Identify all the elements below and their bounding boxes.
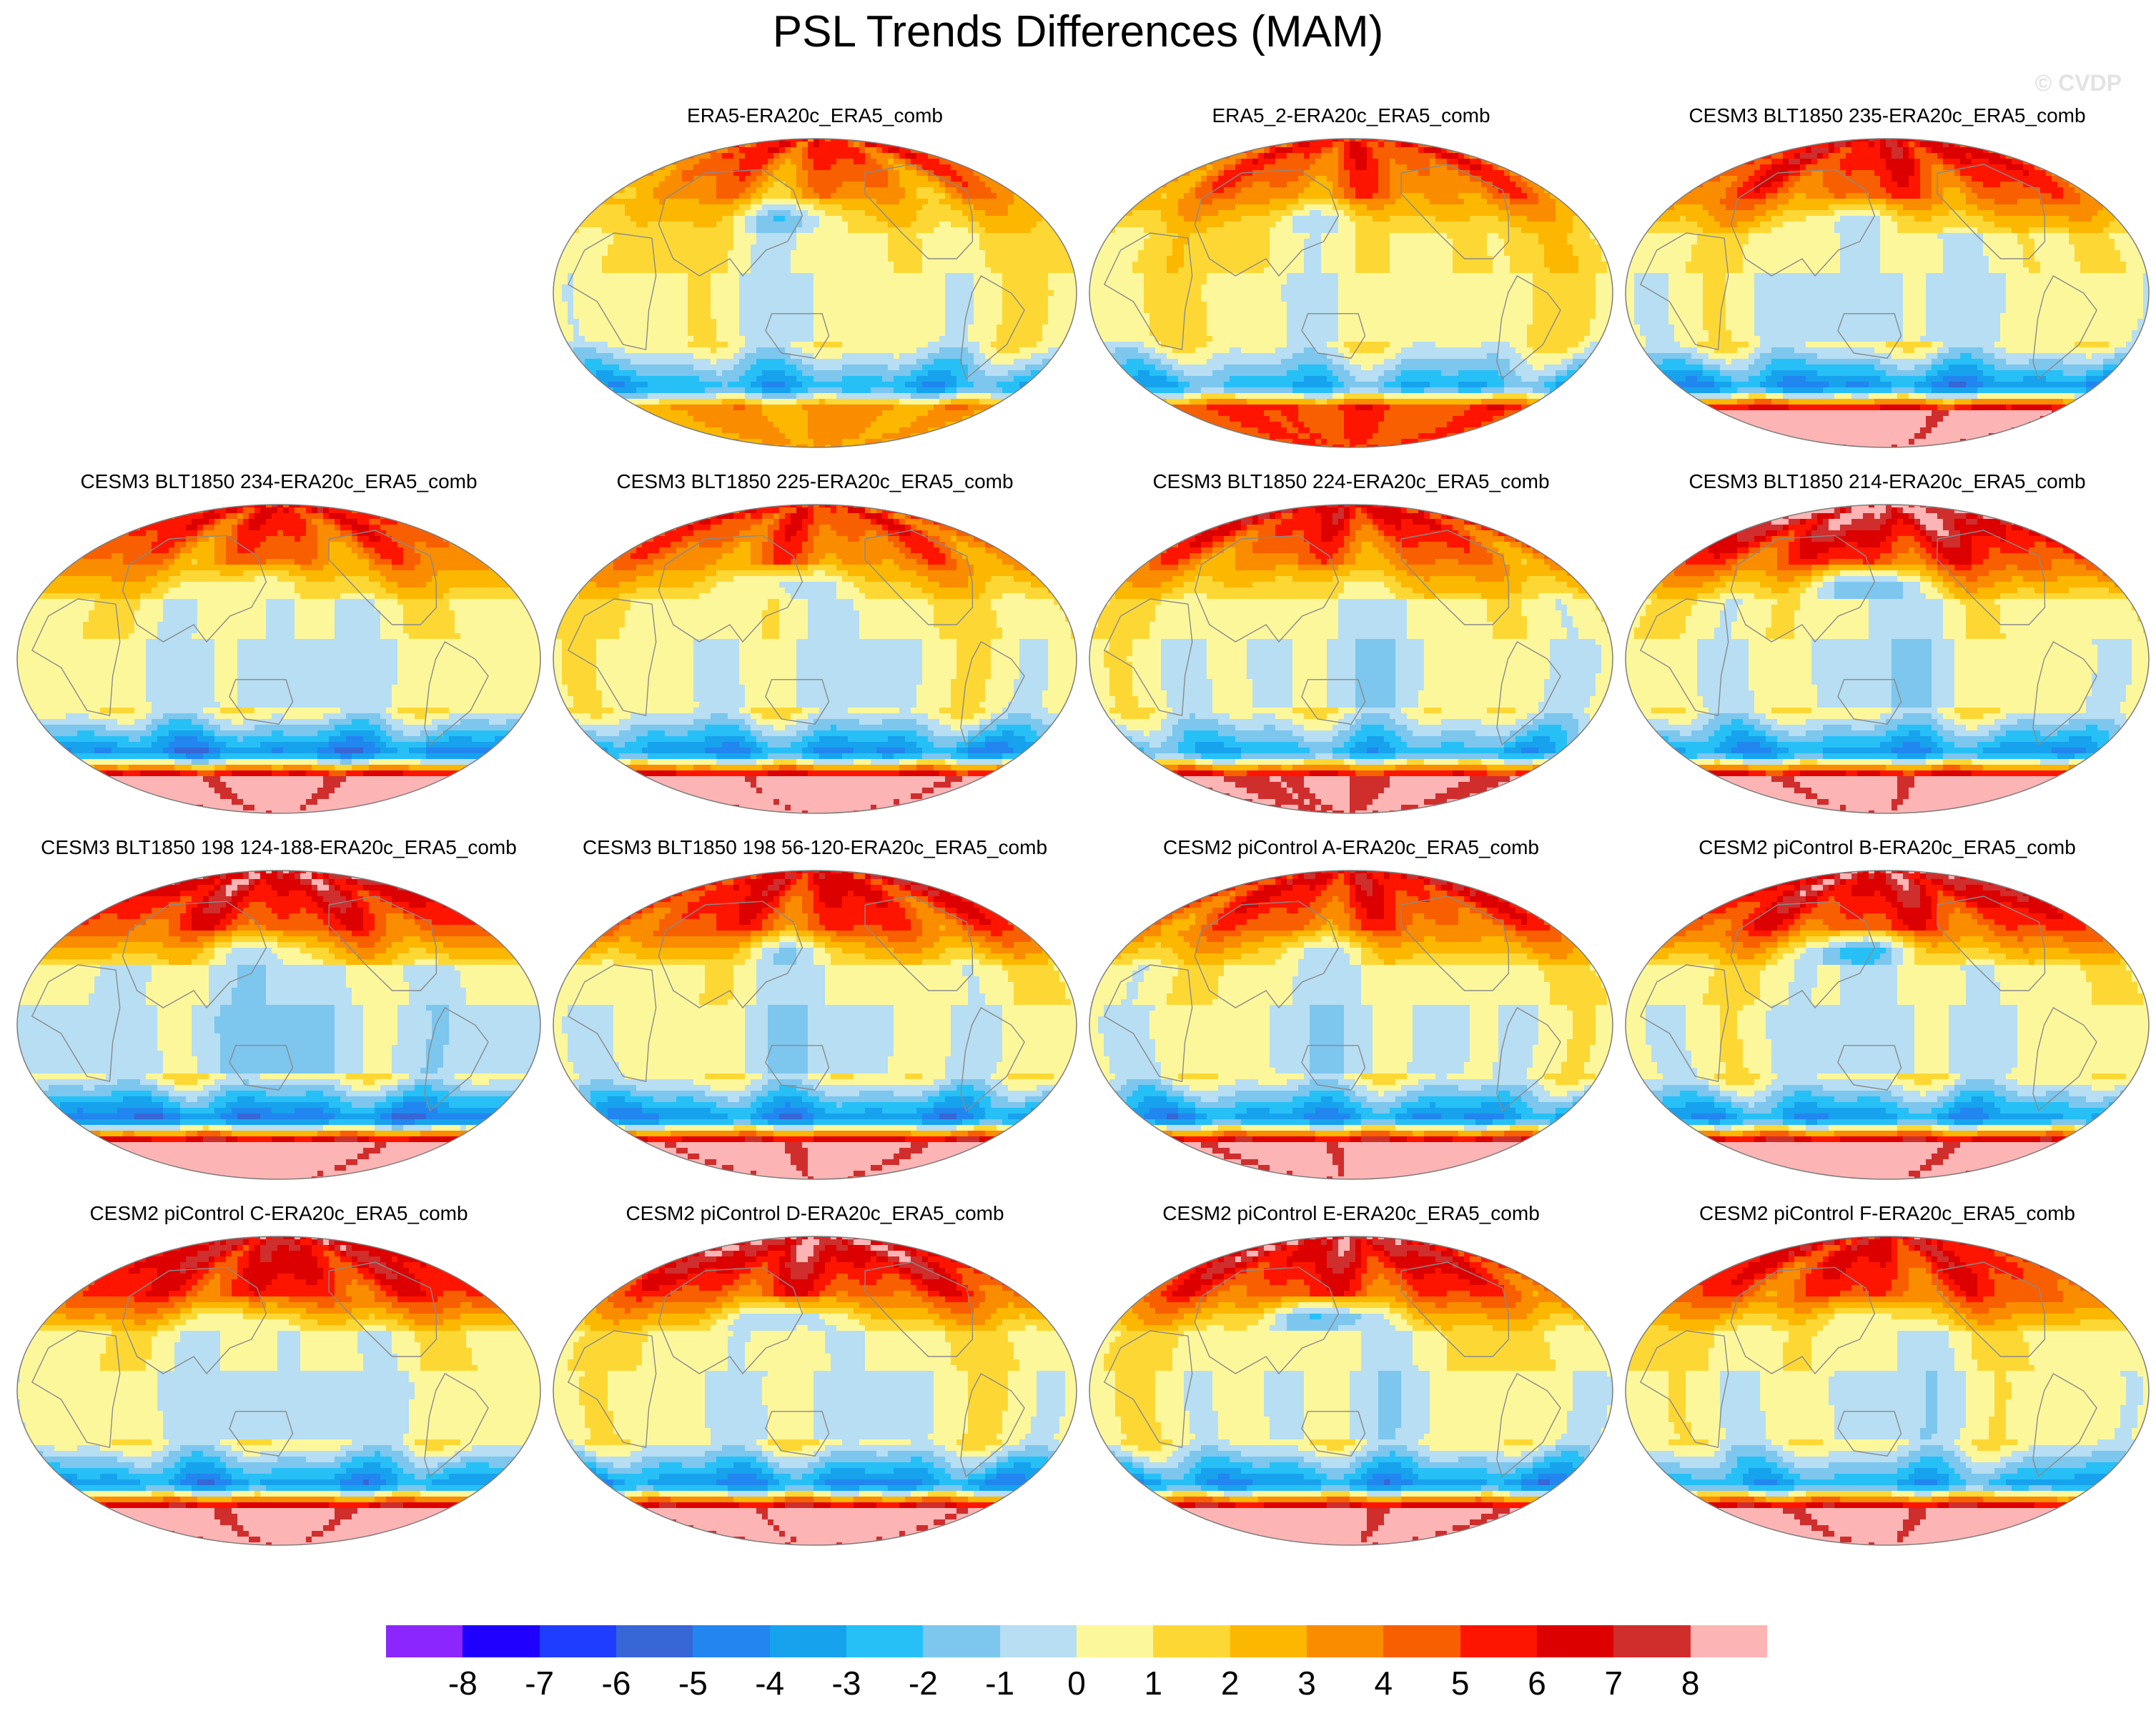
panel-title: CESM3 BLT1850 225-ERA20c_ERA5_comb <box>550 472 1079 492</box>
panel-title: CESM3 BLT1850 198 56-120-ERA20c_ERA5_com… <box>550 838 1079 858</box>
colorbar-cell <box>1537 1625 1614 1657</box>
map-svg <box>1623 1234 2152 1548</box>
trend-map-panel <box>550 502 1079 816</box>
psl-trend-field <box>550 502 1079 816</box>
colorbar-tick-label: 3 <box>1275 1667 1339 1700</box>
panel-title: CESM2 piControl A-ERA20c_ERA5_comb <box>1087 838 1616 858</box>
colorbar-tick-label: 0 <box>1044 1667 1109 1700</box>
map-svg <box>1087 136 1616 450</box>
colorbar-cell <box>1613 1625 1691 1657</box>
psl-trend-field <box>1087 868 1616 1182</box>
trend-map-panel <box>14 868 543 1182</box>
psl-trend-field <box>1087 502 1616 816</box>
colorbar-tick-label: -1 <box>968 1667 1032 1700</box>
colorbar <box>386 1625 1767 1657</box>
map-svg <box>1087 1234 1616 1548</box>
panel-title: CESM3 BLT1850 235-ERA20c_ERA5_comb <box>1623 106 2152 126</box>
colorbar-cell <box>616 1625 693 1657</box>
map-svg <box>14 502 543 816</box>
colorbar-tick-label: -4 <box>738 1667 802 1700</box>
trend-map-panel <box>14 1234 543 1548</box>
colorbar-cell <box>463 1625 540 1657</box>
psl-trend-field <box>14 502 543 816</box>
colorbar-tick-label: -2 <box>891 1667 955 1700</box>
panel-title: CESM2 piControl D-ERA20c_ERA5_comb <box>550 1204 1079 1224</box>
psl-trend-field <box>14 868 543 1182</box>
colorbar-cell <box>846 1625 924 1657</box>
trend-map-panel <box>14 502 543 816</box>
psl-trend-field <box>1087 1234 1616 1548</box>
trend-map-panel <box>550 868 1079 1182</box>
colorbar-tick-label: 8 <box>1658 1667 1723 1700</box>
trend-map-panel <box>550 1234 1079 1548</box>
colorbar-tick-label: 1 <box>1121 1667 1185 1700</box>
colorbar-tick-label: -3 <box>814 1667 879 1700</box>
panel-title: CESM2 piControl B-ERA20c_ERA5_comb <box>1623 838 2152 858</box>
colorbar-cell <box>386 1625 463 1657</box>
psl-trend-field <box>1623 868 2152 1182</box>
map-svg <box>1623 136 2152 450</box>
panel-title: CESM3 BLT1850 224-ERA20c_ERA5_comb <box>1087 472 1616 492</box>
colorbar-cell <box>923 1625 1000 1657</box>
colorbar-cell <box>1153 1625 1230 1657</box>
map-svg <box>550 1234 1079 1548</box>
colorbar-cell <box>1000 1625 1077 1657</box>
panel-title: CESM3 BLT1850 198 124-188-ERA20c_ERA5_co… <box>14 838 543 858</box>
trend-map-panel <box>1087 868 1616 1182</box>
panel-title: CESM3 BLT1850 234-ERA20c_ERA5_comb <box>14 472 543 492</box>
trend-map-panel <box>1623 136 2152 450</box>
colorbar-cell <box>1230 1625 1307 1657</box>
colorbar-cell <box>1691 1625 1768 1657</box>
colorbar-cell <box>1460 1625 1538 1657</box>
colorbar-tick-label: 5 <box>1428 1667 1493 1700</box>
map-svg <box>1623 868 2152 1182</box>
map-svg <box>1623 502 2152 816</box>
map-svg <box>14 1234 543 1548</box>
psl-trend-field <box>1623 502 2152 816</box>
map-svg <box>1087 868 1616 1182</box>
colorbar-tick-label: 4 <box>1351 1667 1415 1700</box>
colorbar-cell <box>693 1625 770 1657</box>
colorbar-cell <box>1383 1625 1460 1657</box>
map-svg <box>1087 502 1616 816</box>
trend-map-panel <box>1623 868 2152 1182</box>
psl-trend-field <box>550 1234 1079 1548</box>
trend-map-panel <box>1087 502 1616 816</box>
map-svg <box>550 136 1079 450</box>
panel-title: ERA5-ERA20c_ERA5_comb <box>550 106 1079 126</box>
psl-trend-field <box>14 1234 543 1548</box>
panel-title: CESM2 piControl F-ERA20c_ERA5_comb <box>1623 1204 2152 1224</box>
trend-map-panel <box>550 136 1079 450</box>
panel-title: ERA5_2-ERA20c_ERA5_comb <box>1087 106 1616 126</box>
psl-trend-field <box>1087 136 1616 450</box>
trend-map-panel <box>1087 1234 1616 1548</box>
trend-map-panel <box>1623 1234 2152 1548</box>
colorbar-tick-label: -8 <box>430 1667 495 1700</box>
colorbar-tick-label: -5 <box>661 1667 725 1700</box>
trend-map-panel <box>1623 502 2152 816</box>
colorbar-cell <box>770 1625 847 1657</box>
map-svg <box>550 502 1079 816</box>
panel-title: CESM3 BLT1850 214-ERA20c_ERA5_comb <box>1623 472 2152 492</box>
psl-trend-field <box>550 136 1079 450</box>
trend-map-panel <box>1087 136 1616 450</box>
cvdp-watermark: © CVDP <box>2035 70 2122 96</box>
colorbar-tick-label: 7 <box>1581 1667 1646 1700</box>
colorbar-tick-label: 6 <box>1505 1667 1569 1700</box>
panel-title: CESM2 piControl C-ERA20c_ERA5_comb <box>14 1204 543 1224</box>
colorbar-tick-label: -6 <box>584 1667 648 1700</box>
map-svg <box>550 868 1079 1182</box>
psl-trend-field <box>1623 136 2152 450</box>
colorbar-cell <box>1077 1625 1154 1657</box>
psl-trend-field <box>550 868 1079 1182</box>
colorbar-cell <box>1307 1625 1384 1657</box>
colorbar-tick-label: -7 <box>508 1667 572 1700</box>
panel-title: CESM2 piControl E-ERA20c_ERA5_comb <box>1087 1204 1616 1224</box>
colorbar-cell <box>540 1625 617 1657</box>
psl-trend-field <box>1623 1234 2152 1548</box>
map-svg <box>14 868 543 1182</box>
main-title: PSL Trends Differences (MAM) <box>0 10 2156 54</box>
colorbar-tick-label: 2 <box>1198 1667 1262 1700</box>
